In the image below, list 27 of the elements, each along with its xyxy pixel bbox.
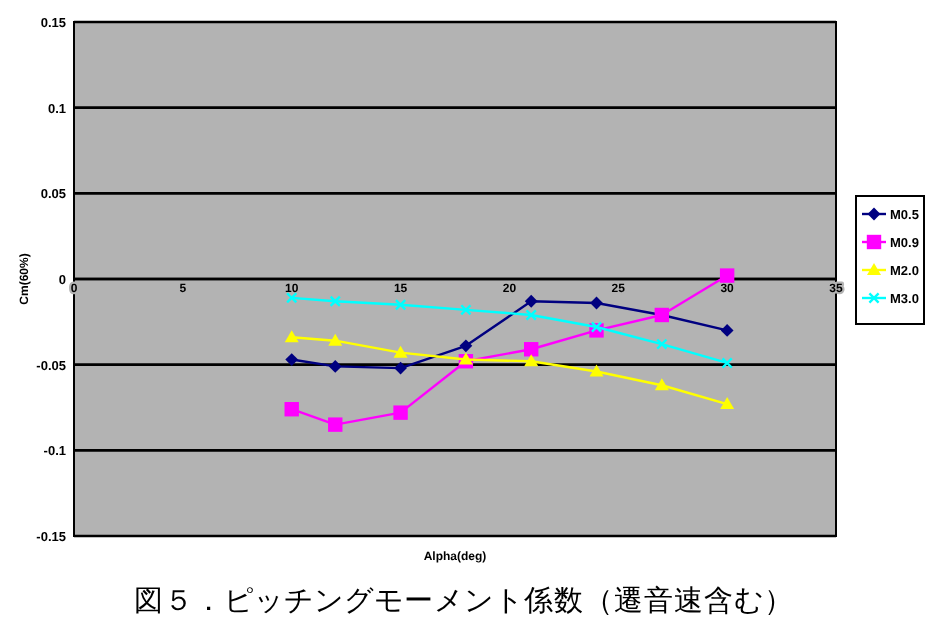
point — [525, 309, 537, 321]
point — [329, 295, 342, 308]
point — [654, 378, 669, 391]
point — [459, 339, 473, 353]
point — [284, 330, 299, 343]
point — [328, 333, 343, 346]
point — [590, 321, 603, 333]
point — [721, 357, 733, 369]
point — [720, 324, 734, 337]
point — [656, 338, 668, 350]
point — [284, 402, 299, 417]
point — [285, 292, 298, 304]
point — [524, 342, 539, 357]
point — [328, 359, 342, 373]
point — [328, 417, 343, 432]
point — [393, 345, 408, 358]
point — [589, 364, 604, 377]
point — [524, 354, 539, 367]
point — [394, 361, 407, 375]
point — [394, 298, 407, 311]
point — [524, 294, 538, 308]
point — [460, 304, 472, 316]
point — [719, 268, 735, 283]
caption: 図５．ピッチングモーメント係数（遷音速含む） — [134, 584, 794, 618]
point — [285, 353, 299, 366]
point — [720, 397, 735, 410]
point — [393, 405, 408, 420]
